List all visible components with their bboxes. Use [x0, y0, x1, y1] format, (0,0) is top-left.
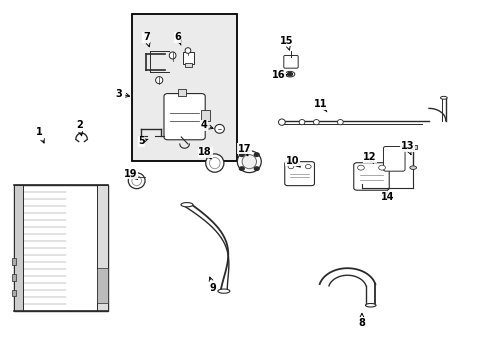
Text: 13: 13	[400, 141, 413, 155]
Bar	[12, 290, 17, 296]
Text: 3: 3	[115, 89, 129, 99]
Circle shape	[239, 167, 244, 170]
Text: 1: 1	[36, 127, 44, 143]
Bar	[183, 52, 193, 64]
FancyBboxPatch shape	[383, 147, 404, 171]
Bar	[15, 185, 23, 311]
Circle shape	[305, 165, 310, 169]
Ellipse shape	[365, 303, 375, 307]
FancyBboxPatch shape	[132, 14, 237, 161]
Text: 11: 11	[314, 99, 327, 112]
Ellipse shape	[313, 120, 319, 125]
Text: 6: 6	[174, 32, 181, 45]
Circle shape	[254, 167, 259, 170]
Ellipse shape	[214, 125, 224, 133]
Text: 15: 15	[279, 36, 293, 50]
Ellipse shape	[184, 48, 190, 53]
Ellipse shape	[278, 119, 285, 125]
Text: 14: 14	[380, 191, 393, 202]
FancyBboxPatch shape	[284, 162, 314, 186]
Text: 10: 10	[285, 156, 300, 167]
Ellipse shape	[169, 52, 176, 59]
Ellipse shape	[128, 173, 145, 189]
Bar	[12, 274, 17, 280]
Ellipse shape	[440, 96, 447, 99]
Circle shape	[378, 165, 385, 170]
Ellipse shape	[181, 203, 193, 207]
Text: 4: 4	[200, 120, 213, 130]
Text: 17: 17	[237, 144, 251, 156]
Text: 7: 7	[142, 32, 150, 47]
Ellipse shape	[209, 157, 220, 169]
Ellipse shape	[299, 120, 304, 125]
Ellipse shape	[409, 166, 416, 170]
Ellipse shape	[132, 176, 141, 186]
Ellipse shape	[205, 154, 224, 172]
FancyBboxPatch shape	[163, 94, 205, 140]
Text: 2: 2	[76, 120, 82, 136]
Circle shape	[357, 165, 364, 170]
Text: 9: 9	[209, 277, 216, 293]
Text: 8: 8	[358, 313, 365, 328]
Text: 19: 19	[123, 168, 137, 179]
Bar	[15, 185, 108, 311]
Bar	[97, 269, 108, 303]
Circle shape	[287, 165, 293, 169]
Ellipse shape	[285, 71, 294, 77]
Bar	[97, 185, 108, 311]
Text: 16: 16	[272, 70, 286, 80]
Text: 18: 18	[198, 148, 212, 159]
Bar	[178, 89, 185, 96]
Ellipse shape	[218, 289, 229, 293]
Bar	[184, 63, 191, 67]
Bar	[409, 145, 416, 149]
Circle shape	[254, 153, 259, 157]
Ellipse shape	[337, 120, 343, 125]
Ellipse shape	[237, 151, 261, 172]
Circle shape	[239, 153, 244, 157]
FancyBboxPatch shape	[353, 163, 388, 190]
Text: 5: 5	[138, 136, 148, 146]
Ellipse shape	[242, 154, 256, 169]
Circle shape	[287, 72, 292, 76]
Bar	[12, 258, 17, 265]
Text: 12: 12	[363, 152, 376, 163]
Bar	[201, 110, 209, 121]
Ellipse shape	[155, 77, 163, 84]
FancyBboxPatch shape	[283, 55, 298, 68]
